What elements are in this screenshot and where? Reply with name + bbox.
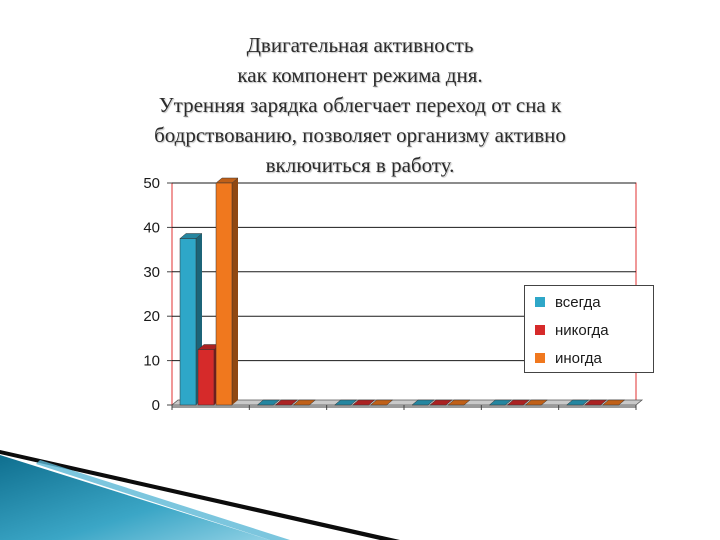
legend-swatch-nikogda [535,325,545,335]
bar-top [488,399,513,406]
bar-top [506,399,531,406]
bar-top [351,399,376,406]
y-tick-label: 40 [143,219,160,236]
black-stripe-shape [0,450,400,540]
title-line: бодрствованию, позволяет организму актив… [154,123,566,147]
slide-corner-decoration [0,450,400,540]
bar-top [601,399,626,406]
y-tick-label: 20 [143,308,160,325]
bar-top [583,399,608,406]
bar-всегда [179,238,197,406]
legend-label: иногда [555,349,602,367]
chart-legend: всегда никогда иногда [524,285,654,373]
y-tick-label: 30 [143,264,160,281]
legend-item-nikogda: никогда [535,320,609,340]
title-line: включиться в работу. [265,153,455,177]
bar-chart: 0 10 20 30 40 50 [143,175,644,414]
bar-top [369,399,394,406]
legend-swatch-vsegda [535,297,545,307]
legend-label: всегда [555,293,601,311]
y-tick-label: 0 [152,397,160,414]
title-line: как компонент режима дня. [237,63,483,87]
bar-никогда [197,349,215,406]
bar-иногда [215,182,233,406]
light-stripe-shape [36,460,290,540]
slide-title: Двигательная активность как компонент ре… [80,30,640,180]
bar-top [447,399,471,406]
bar-side [232,178,238,405]
title-line: Двигательная активность [246,33,474,57]
legend-swatch-inogda [535,353,545,363]
bar-top [429,399,453,406]
bar-top [333,399,358,406]
legend-item-inogda: иногда [535,348,602,368]
bar-top [524,399,549,406]
bar-top [411,399,435,406]
title-line: Утренняя зарядка облегчает переход от сн… [158,93,562,117]
bar-top [274,399,299,406]
y-tick-label: 10 [143,353,160,370]
bar-top [256,399,281,406]
legend-label: никогда [555,321,609,339]
bar-top [292,399,317,406]
bar-top [565,399,590,406]
y-tick-label: 50 [143,175,160,192]
legend-item-vsegda: всегда [535,292,601,312]
teal-wedge-shape [0,455,270,540]
